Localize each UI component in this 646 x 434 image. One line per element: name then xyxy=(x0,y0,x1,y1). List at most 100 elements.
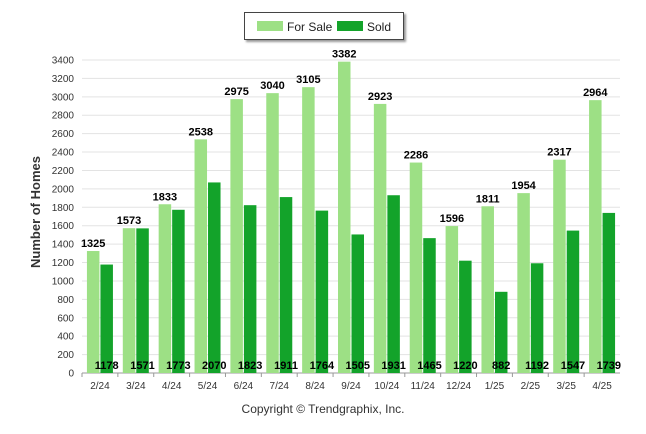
x-tick-label: 4/24 xyxy=(162,381,182,392)
data-label-for-sale: 1325 xyxy=(81,238,105,250)
x-tick-label: 1/25 xyxy=(485,381,505,392)
bar-for-sale xyxy=(409,162,423,373)
data-label-for-sale: 1596 xyxy=(440,213,464,225)
y-tick-label: 2600 xyxy=(52,129,75,140)
y-tick-label: 0 xyxy=(68,369,74,380)
data-label-sold: 2070 xyxy=(202,360,226,372)
data-label-sold: 1192 xyxy=(525,360,549,372)
y-tick-label: 2400 xyxy=(52,148,75,159)
data-label-for-sale: 3040 xyxy=(260,80,284,92)
y-tick-label: 800 xyxy=(57,295,74,306)
data-label-for-sale: 1833 xyxy=(153,191,177,203)
y-tick-label: 400 xyxy=(57,332,74,343)
bar-for-sale xyxy=(230,99,243,373)
y-tick-label: 2000 xyxy=(52,184,75,195)
data-label-for-sale: 1573 xyxy=(117,215,141,227)
data-label-sold: 1178 xyxy=(95,360,119,372)
bar-for-sale xyxy=(445,226,459,373)
x-tick-label: 8/24 xyxy=(305,381,325,392)
y-tick-label: 600 xyxy=(57,313,74,324)
bar-sold xyxy=(459,260,472,373)
bar-for-sale xyxy=(338,61,351,374)
data-label-sold: 1931 xyxy=(381,360,405,372)
bar-sold xyxy=(566,230,580,373)
data-label-sold: 1547 xyxy=(561,360,585,372)
data-label-for-sale: 2538 xyxy=(189,126,213,138)
bar-for-sale xyxy=(158,204,172,373)
bar-for-sale xyxy=(122,228,136,373)
y-axis-label: Number of Homes xyxy=(28,156,43,268)
x-tick-label: 3/25 xyxy=(556,381,576,392)
data-label-sold: 1739 xyxy=(597,360,621,372)
y-tick-label: 1000 xyxy=(52,276,75,287)
data-label-for-sale: 1954 xyxy=(511,180,536,192)
bar-sold xyxy=(136,228,149,373)
data-label-sold: 1823 xyxy=(238,360,262,372)
legend-swatch-sold xyxy=(337,21,363,31)
bar-for-sale xyxy=(373,103,387,374)
data-label-sold: 882 xyxy=(492,360,510,372)
y-tick-label: 2200 xyxy=(52,166,75,177)
bars xyxy=(86,61,616,374)
data-label-sold: 1220 xyxy=(453,360,477,372)
bar-sold xyxy=(100,264,113,373)
y-tick-label: 1800 xyxy=(52,203,75,214)
x-tick-label: 10/24 xyxy=(374,381,399,392)
y-tick-label: 2800 xyxy=(52,111,75,122)
x-tick-label: 9/24 xyxy=(341,381,361,392)
legend-swatch-for-sale xyxy=(257,21,283,31)
bar-sold xyxy=(351,234,364,373)
bar-sold xyxy=(387,195,400,373)
bar-for-sale xyxy=(302,87,315,374)
legend-label-sold: Sold xyxy=(367,20,392,34)
bar-for-sale xyxy=(86,251,100,373)
bar-sold xyxy=(530,263,544,373)
data-label-sold: 1911 xyxy=(274,360,298,372)
data-labels: 1325 1178 1573 1571 1833 1773 2538 2070 2975 1823… xyxy=(81,49,621,372)
data-label-sold: 1764 xyxy=(310,360,335,372)
data-label-for-sale: 1811 xyxy=(476,193,500,205)
x-tick-label: 3/24 xyxy=(126,381,146,392)
bar-sold xyxy=(208,182,221,373)
data-label-sold: 1773 xyxy=(166,360,190,372)
data-label-sold: 1505 xyxy=(346,360,370,372)
x-tick-label: 5/24 xyxy=(198,381,218,392)
y-tick-label: 1400 xyxy=(52,240,75,251)
data-label-for-sale: 2964 xyxy=(583,87,608,99)
data-label-sold: 1465 xyxy=(417,360,441,372)
y-tick-label: 200 xyxy=(57,350,74,361)
bar-for-sale xyxy=(553,159,566,373)
y-tick-label: 1200 xyxy=(52,258,75,269)
legend: For Sale Sold xyxy=(244,12,404,40)
x-tick-label: 4/25 xyxy=(592,381,612,392)
bar-for-sale xyxy=(194,139,208,373)
data-label-for-sale: 2975 xyxy=(224,86,248,98)
y-axis-ticks: 0 200 400 600 800 1000 1200 1400 1600 1800 2000 220… xyxy=(52,56,75,380)
x-tick-label: 6/24 xyxy=(234,381,254,392)
gridlines xyxy=(82,59,620,374)
x-tick-label: 11/24 xyxy=(411,381,436,392)
bar-for-sale xyxy=(589,100,602,374)
x-tick-label: 12/24 xyxy=(446,381,471,392)
data-label-for-sale: 3105 xyxy=(296,74,320,86)
x-tick-label: 2/25 xyxy=(521,381,541,392)
bar-sold xyxy=(494,291,508,373)
bar-for-sale xyxy=(517,193,530,373)
y-tick-label: 3000 xyxy=(52,92,75,103)
x-tick-label: 2/24 xyxy=(90,381,110,392)
bar-sold xyxy=(602,212,616,373)
x-axis-ticks: 2/24 3/24 4/24 5/24 6/24 7/24 8/24 9/24 10/24 11/… xyxy=(81,373,612,392)
y-tick-label: 1600 xyxy=(52,221,75,232)
bar-for-sale xyxy=(481,206,494,373)
bar-sold xyxy=(243,205,257,373)
legend-label-for-sale: For Sale xyxy=(287,20,333,34)
data-label-for-sale: 2317 xyxy=(547,147,571,159)
bar-for-sale xyxy=(266,93,279,373)
data-label-sold: 1571 xyxy=(130,360,154,372)
copyright: Copyright © Trendgraphix, Inc. xyxy=(241,402,405,416)
bar-sold xyxy=(423,238,436,373)
bar-sold xyxy=(315,210,329,373)
bar-sold xyxy=(279,197,293,373)
bar-sold xyxy=(172,209,185,373)
data-label-for-sale: 2286 xyxy=(404,150,428,162)
